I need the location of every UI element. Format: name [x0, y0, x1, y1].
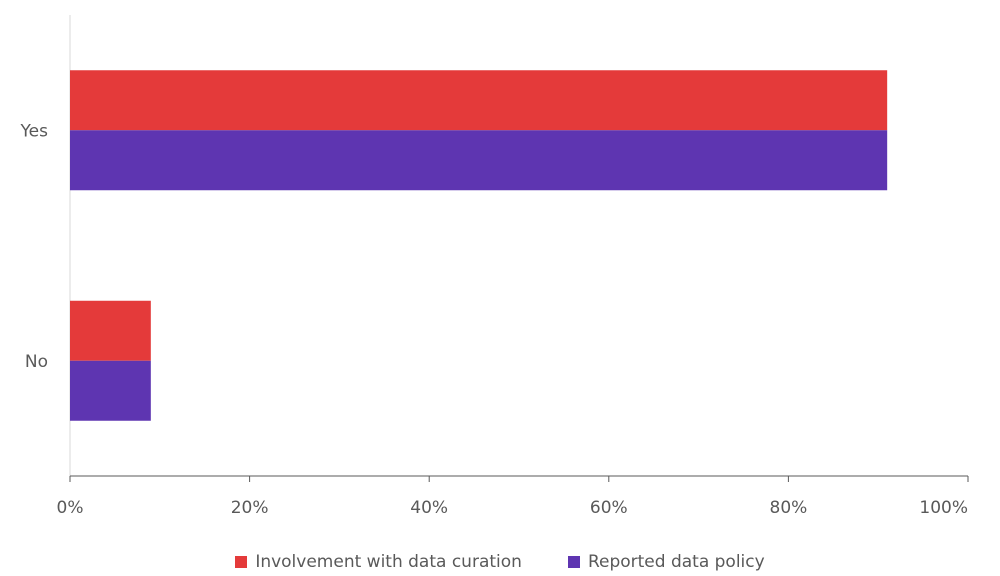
- bar-yes-series-0: [70, 70, 888, 131]
- bar-no-series-1: [70, 360, 151, 421]
- legend-item-policy: Reported data policy: [567, 552, 765, 572]
- y-tick-label-yes: Yes: [20, 121, 49, 141]
- x-tick-label: 60%: [590, 498, 628, 518]
- x-tick-label: 20%: [231, 498, 269, 518]
- x-tick-label: 80%: [770, 498, 808, 518]
- legend-item-curation: Involvement with data curation: [235, 552, 522, 572]
- legend-label-policy: Reported data policy: [587, 552, 765, 572]
- legend-swatch-curation: [235, 556, 248, 568]
- x-tick-label: 100%: [919, 498, 968, 518]
- y-tick-label-no: No: [25, 352, 48, 372]
- legend-label-curation: Involvement with data curation: [255, 552, 522, 572]
- legend: Involvement with data curation Reported …: [0, 548, 1000, 576]
- legend-swatch-policy: [567, 556, 580, 568]
- bar-yes-series-1: [70, 130, 888, 191]
- bar-no-series-0: [70, 300, 151, 361]
- x-tick-label: 0%: [57, 498, 84, 518]
- x-tick-label: 40%: [410, 498, 448, 518]
